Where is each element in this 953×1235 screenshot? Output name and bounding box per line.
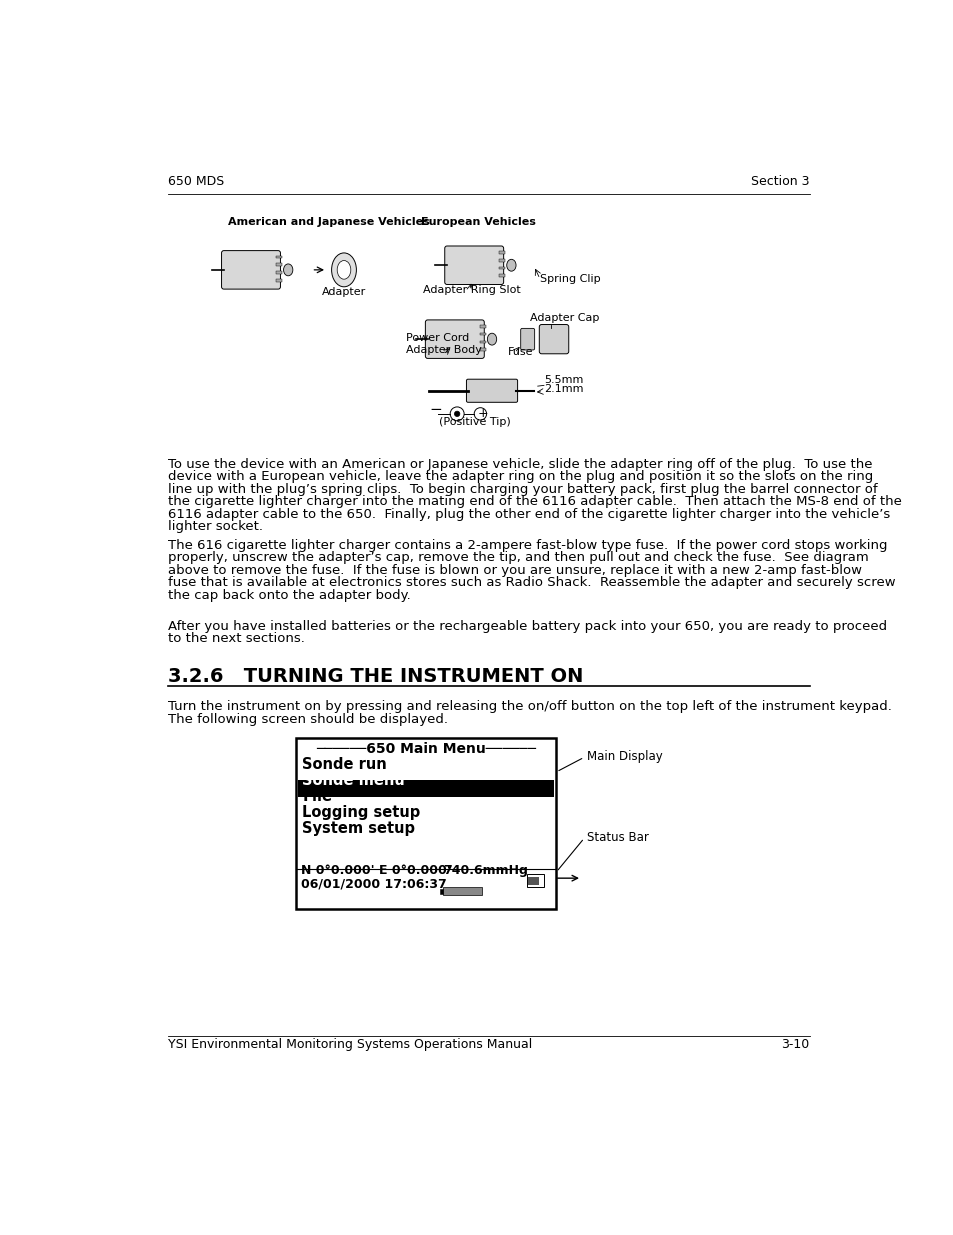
Text: System setup: System setup [302,821,415,836]
FancyBboxPatch shape [444,246,503,284]
Text: Turn the instrument on by pressing and releasing the on/off button on the top le: Turn the instrument on by pressing and r… [168,700,891,714]
Text: ──────650 Main Menu──────: ──────650 Main Menu────── [315,742,536,756]
Ellipse shape [332,253,356,287]
Text: 6116 adapter cable to the 650.  Finally, plug the other end of the cigarette lig: 6116 adapter cable to the 650. Finally, … [168,508,889,521]
Text: Spring Clip: Spring Clip [539,274,600,284]
Text: Logging setup: Logging setup [302,805,420,820]
Text: above to remove the fuse.  If the fuse is blown or you are unsure, replace it wi: above to remove the fuse. If the fuse is… [168,563,862,577]
Bar [275,256,282,258]
Ellipse shape [506,259,516,272]
Bar [275,263,282,266]
Text: American and Japanese Vehicles: American and Japanese Vehicles [228,217,429,227]
Bar [275,279,282,282]
Text: Adapter: Adapter [322,287,366,296]
Bar [528,877,538,885]
Text: Sonde menu: Sonde menu [302,773,404,788]
Text: 3.2.6   TURNING THE INSTRUMENT ON: 3.2.6 TURNING THE INSTRUMENT ON [168,667,583,685]
Text: Adapter Cap: Adapter Cap [530,312,598,322]
Text: 5.5mm: 5.5mm [543,375,582,385]
Bar [498,259,505,262]
FancyBboxPatch shape [466,379,517,403]
FancyBboxPatch shape [538,325,568,353]
Text: File: File [302,789,332,804]
Bar [479,325,485,327]
Text: N 0°0.000' E 0°0.000': N 0°0.000' E 0°0.000' [300,864,450,877]
Bar [526,874,543,887]
Text: European Vehicles: European Vehicles [421,217,536,227]
FancyBboxPatch shape [520,329,534,350]
Bar [298,781,554,797]
Bar [439,889,443,894]
Text: 740.6mmHg: 740.6mmHg [443,864,528,877]
Ellipse shape [336,261,351,279]
Text: 06/01/2000 17:06:37: 06/01/2000 17:06:37 [300,877,446,890]
Bar [479,332,485,336]
FancyBboxPatch shape [221,251,280,289]
Ellipse shape [487,333,497,345]
Bar [275,272,282,274]
Text: The following screen should be displayed.: The following screen should be displayed… [168,713,448,726]
Text: 650 MDS: 650 MDS [168,175,224,188]
Text: Fuse: Fuse [507,347,533,357]
Text: +: + [476,408,487,420]
Text: 2.1mm: 2.1mm [543,384,583,394]
Ellipse shape [283,264,293,275]
Bar [498,251,505,253]
Text: lighter socket.: lighter socket. [168,520,263,534]
Text: the cigarette lighter charger into the mating end of the 6116 adapter cable.  Th: the cigarette lighter charger into the m… [168,495,901,508]
Bar [498,274,505,277]
Text: Adapter Ring Slot: Adapter Ring Slot [422,285,520,295]
Text: fuse that is available at electronics stores such as Radio Shack.  Reassemble th: fuse that is available at electronics st… [168,577,895,589]
Text: properly, unscrew the adapter’s cap, remove the tip, and then pull out and check: properly, unscrew the adapter’s cap, rem… [168,551,868,564]
Text: To use the device with an American or Japanese vehicle, slide the adapter ring o: To use the device with an American or Ja… [168,458,872,471]
Text: After you have installed batteries or the rechargeable battery pack into your 65: After you have installed batteries or th… [168,620,886,632]
Bar [498,267,505,269]
Bar [443,888,481,895]
Text: device with a European vehicle, leave the adapter ring on the plug and position : device with a European vehicle, leave th… [168,471,872,483]
Text: 3-10: 3-10 [781,1037,809,1051]
Text: −: − [429,401,441,417]
Bar [479,341,485,343]
Text: Power Cord
Adapter Body: Power Cord Adapter Body [406,333,481,354]
Text: Section 3: Section 3 [751,175,809,188]
Text: line up with the plug’s spring clips.  To begin charging your battery pack, firs: line up with the plug’s spring clips. To… [168,483,877,495]
Text: Sonde run: Sonde run [302,757,387,772]
Text: Status Bar: Status Bar [587,831,649,845]
Text: The 616 cigarette lighter charger contains a 2-ampere fast-blow type fuse.  If t: The 616 cigarette lighter charger contai… [168,538,886,552]
Circle shape [454,411,459,416]
Bar [479,348,485,351]
Text: YSI Environmental Monitoring Systems Operations Manual: YSI Environmental Monitoring Systems Ope… [168,1037,532,1051]
Text: the cap back onto the adapter body.: the cap back onto the adapter body. [168,589,411,601]
Text: (Positive Tip): (Positive Tip) [439,417,511,427]
Text: Main Display: Main Display [587,751,662,763]
FancyBboxPatch shape [425,320,484,358]
Bar [295,739,556,909]
Text: to the next sections.: to the next sections. [168,632,305,645]
